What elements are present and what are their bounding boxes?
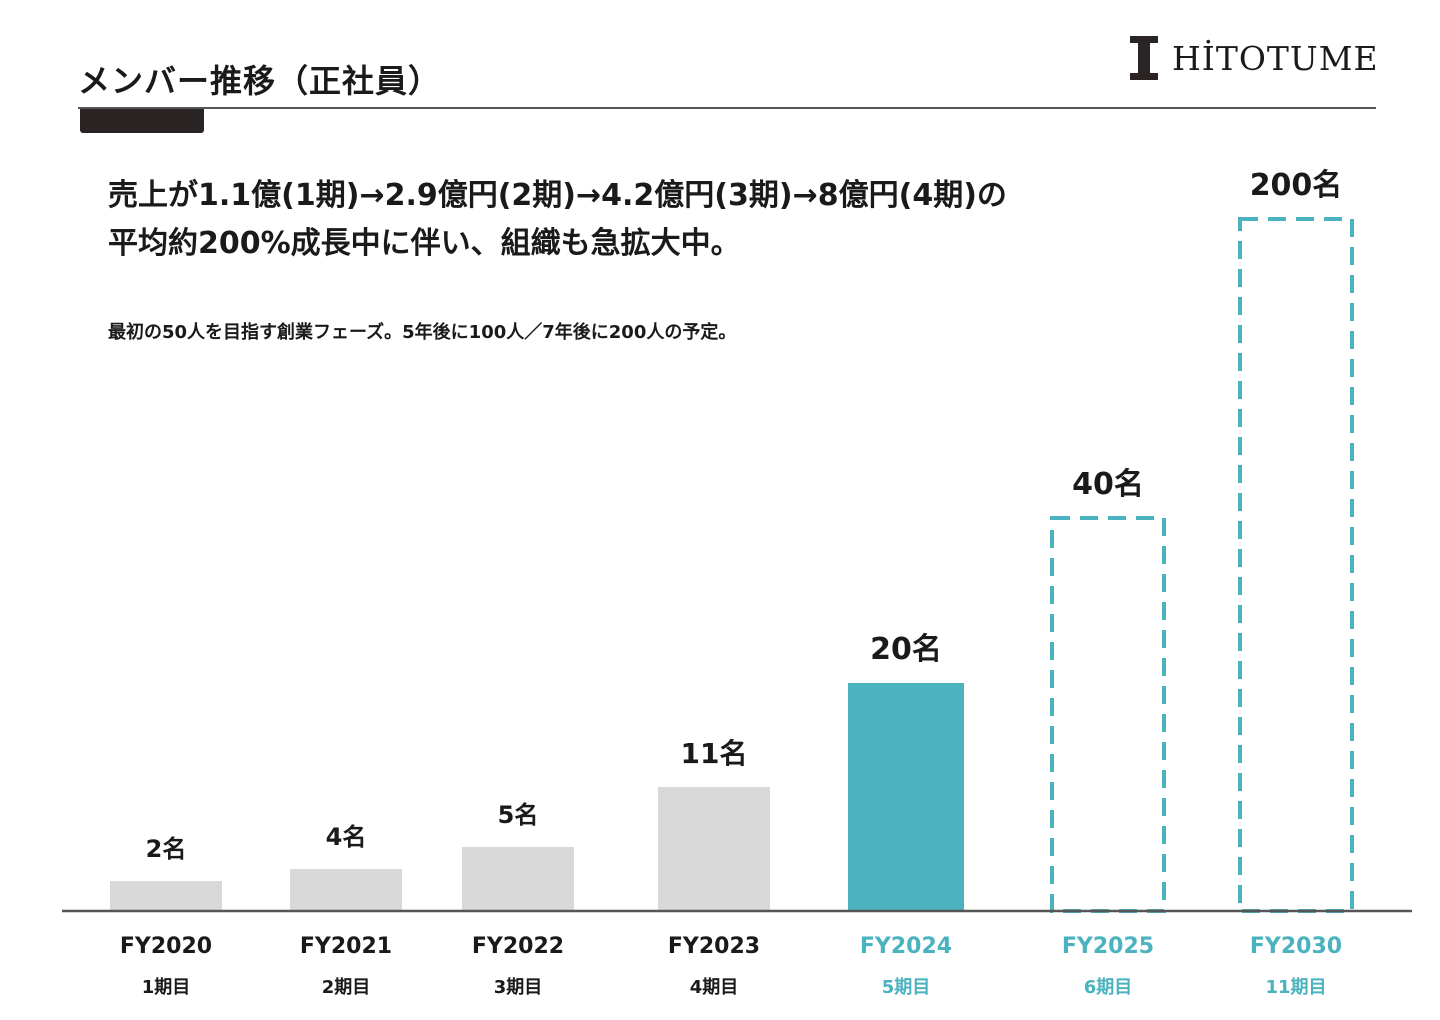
value-label: 5名 xyxy=(498,801,539,829)
bar-fy2030 xyxy=(1238,217,1354,913)
period-label: 11期目 xyxy=(1265,977,1326,998)
period-label: 2期目 xyxy=(322,977,371,998)
subline: 最初の50人を目指す創業フェーズ。5年後に100人／7年後に200人の予定。 xyxy=(108,322,737,343)
period-label: 5期目 xyxy=(882,977,931,998)
period-label: 3期目 xyxy=(494,977,543,998)
bar-fy2025 xyxy=(1050,516,1166,913)
title-divider xyxy=(78,107,1376,109)
logo-mark-icon xyxy=(1130,36,1158,80)
x-tick-label: FY2022 xyxy=(472,934,564,959)
bar-fy2020 xyxy=(110,881,222,911)
x-tick-label: FY2025 xyxy=(1062,934,1154,959)
bar-fy2023 xyxy=(658,787,770,911)
value-label: 11名 xyxy=(681,737,748,770)
x-tick-label: FY2020 xyxy=(120,934,212,959)
bar-fy2024 xyxy=(848,683,964,911)
period-label: 6期目 xyxy=(1084,977,1133,998)
x-tick-label: FY2021 xyxy=(300,934,392,959)
headline: 売上が1.1億(1期)→2.9億円(2期)→4.2億円(3期)→8億円(4期)の… xyxy=(108,172,1188,268)
bar-fy2021 xyxy=(290,869,402,911)
period-label: 1期目 xyxy=(142,977,191,998)
value-label: 2名 xyxy=(146,835,187,863)
page-title: メンバー推移（正社員） xyxy=(78,62,442,100)
x-tick-label: FY2024 xyxy=(860,934,952,959)
title-accent-tab xyxy=(80,109,204,133)
period-label: 4期目 xyxy=(690,977,739,998)
hitotume-logo: HİTOTUME xyxy=(1130,36,1379,80)
headline-line-1: 売上が1.1億(1期)→2.9億円(2期)→4.2億円(3期)→8億円(4期)の xyxy=(108,178,1007,213)
logo-text: HİTOTUME xyxy=(1172,38,1379,78)
value-label: 200名 xyxy=(1250,168,1343,203)
bar-fy2022 xyxy=(462,847,574,911)
value-label: 20名 xyxy=(870,632,942,667)
value-label: 4名 xyxy=(326,823,367,851)
value-label: 40名 xyxy=(1072,467,1144,502)
x-tick-label: FY2023 xyxy=(668,934,760,959)
x-tick-label: FY2030 xyxy=(1250,934,1342,959)
headline-line-2: 平均約200%成長中に伴い、組織も急拡大中。 xyxy=(108,226,741,261)
